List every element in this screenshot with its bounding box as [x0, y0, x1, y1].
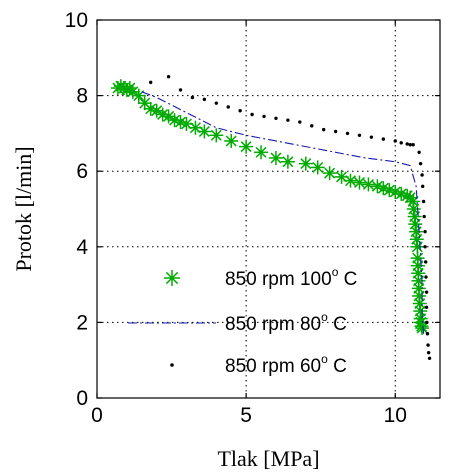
data-point: [408, 217, 423, 232]
data-point: [420, 173, 424, 177]
data-point: [190, 95, 195, 100]
data-point: [381, 137, 386, 141]
legend-label: 850 rpm 60o C: [225, 352, 347, 377]
data-point: [143, 101, 158, 116]
data-point: [155, 107, 170, 122]
data-point: [131, 88, 146, 103]
data-point: [423, 245, 427, 249]
data-point: [280, 154, 295, 169]
x-tick-label: 10: [384, 404, 407, 427]
y-tick-label: 8: [76, 85, 88, 108]
data-point: [399, 141, 403, 145]
data-point: [393, 139, 397, 143]
data-point: [415, 321, 430, 336]
data-point: [406, 202, 421, 216]
legend-label: 850 rpm 80o C: [225, 310, 347, 335]
data-point: [418, 161, 423, 166]
data-point: [352, 175, 367, 190]
legend-item-2: 850 rpm 60o C: [170, 352, 347, 377]
data-point: [274, 116, 278, 120]
data-point: [422, 214, 426, 219]
grid: [97, 20, 440, 398]
data-point: [425, 332, 430, 336]
data-point: [209, 128, 224, 143]
data-point: [202, 97, 207, 102]
legend-label: 850 rpm 100o C: [225, 265, 357, 290]
data-point: [423, 260, 428, 264]
data-point: [298, 156, 313, 171]
legend-marker: [170, 363, 174, 367]
data-point: [345, 131, 350, 136]
data-point: [226, 105, 230, 109]
y-tick-label: 2: [76, 311, 88, 334]
data-point: [166, 75, 171, 79]
series-layer: [110, 75, 432, 361]
data-point: [408, 143, 412, 147]
data-point: [424, 275, 428, 279]
x-tick-label: 5: [240, 404, 252, 427]
y-tick-label: 0: [76, 387, 88, 410]
data-point: [197, 124, 212, 139]
data-point: [411, 143, 415, 147]
data-point: [239, 139, 254, 154]
data-point: [426, 350, 431, 355]
data-point: [250, 112, 254, 117]
data-point: [286, 118, 290, 122]
legend-item-0: 850 rpm 100o C: [164, 265, 357, 290]
data-point: [322, 166, 337, 181]
legend: 850 rpm 100o C 850 rpm 80o C 850 rpm 60o C: [128, 265, 357, 377]
ticks: 0 5 10 0 2 4 6 8 10: [65, 9, 440, 427]
data-point: [333, 129, 338, 134]
data-point: [262, 114, 266, 119]
data-point: [361, 177, 376, 192]
data-point: [254, 145, 269, 160]
data-point: [417, 150, 421, 154]
series-0: [110, 79, 430, 336]
data-point: [424, 290, 429, 294]
data-point: [310, 160, 325, 175]
x-axis-label: Tlak [MPa]: [217, 446, 319, 471]
data-point: [321, 127, 326, 132]
data-point: [425, 320, 429, 325]
data-point: [238, 109, 242, 113]
series-line: [141, 91, 425, 334]
data-point: [421, 184, 425, 189]
y-axis-label: Protok [l/min]: [11, 146, 36, 271]
data-point: [357, 133, 362, 137]
data-point: [369, 135, 374, 139]
legend-item-1: 850 rpm 80o C: [128, 310, 347, 335]
data-point: [178, 88, 183, 92]
data-point: [405, 142, 409, 146]
plot-frame: [96, 19, 441, 399]
data-point: [310, 124, 314, 128]
y-tick-label: 10: [65, 9, 88, 32]
data-point: [421, 199, 426, 204]
data-point: [298, 120, 302, 124]
data-point: [426, 343, 430, 347]
data-point: [423, 229, 427, 234]
data-point: [424, 305, 429, 309]
legend-marker: [164, 270, 180, 286]
data-point: [214, 101, 219, 105]
data-point: [148, 80, 153, 85]
y-tick-label: 6: [76, 160, 88, 183]
series-2: [148, 75, 432, 361]
data-point: [427, 356, 432, 361]
data-point: [268, 150, 283, 165]
data-point: [343, 173, 358, 188]
y-tick-label: 4: [76, 236, 88, 259]
series-1: [141, 91, 425, 334]
data-point: [224, 133, 239, 148]
x-tick-label: 0: [91, 404, 103, 427]
